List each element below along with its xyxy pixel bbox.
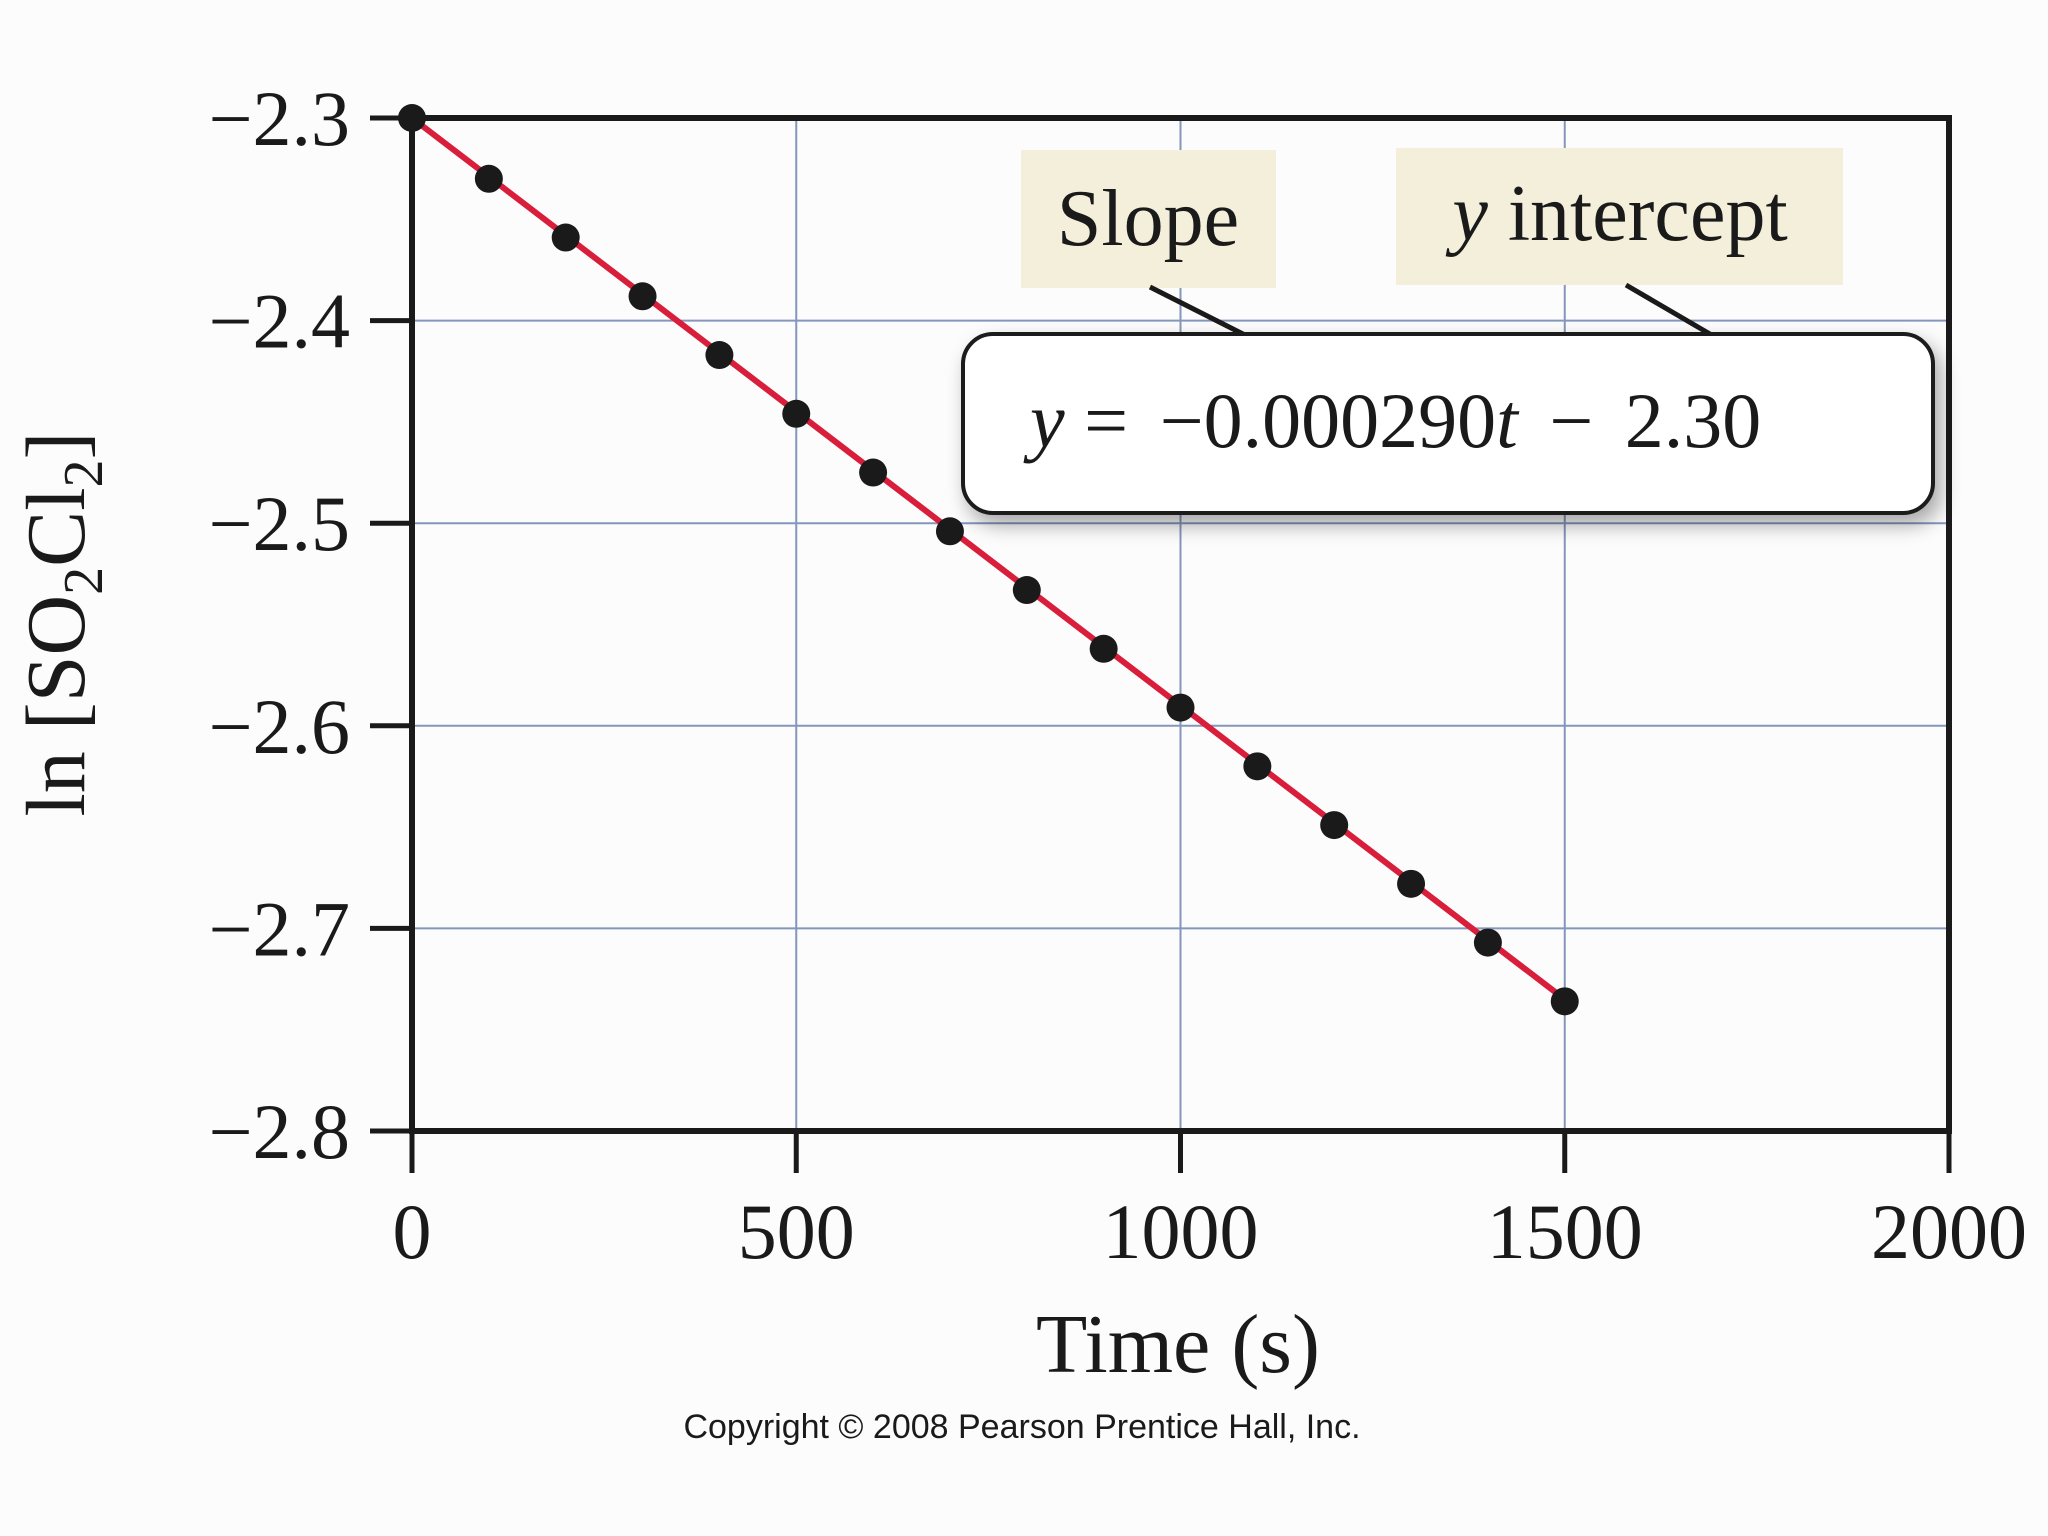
y-tick-labels: −2.3 −2.4 −2.5 −2.6 −2.7 −2.8 (209, 75, 351, 1175)
equation-box-bg (961, 332, 1935, 515)
data-point (705, 341, 734, 370)
data-point (935, 517, 964, 546)
x-tick-label: 1000 (1103, 1188, 1259, 1275)
copyright-text: Copyright © 2008 Pearson Prentice Hall, … (683, 1408, 1360, 1446)
y-tick-label: −2.3 (209, 75, 351, 162)
x-tick-label: 1500 (1487, 1188, 1643, 1275)
x-tick-label: 0 (393, 1188, 432, 1275)
data-point (1166, 693, 1195, 722)
data-point (1089, 634, 1118, 663)
x-tick-label: 500 (738, 1188, 855, 1275)
data-point (1473, 928, 1502, 957)
y-tick-label: −2.7 (209, 885, 351, 972)
intercept-label: y intercept (1445, 170, 1787, 258)
x-tick-labels: 0 500 1000 1500 2000 (393, 1188, 2028, 1275)
data-point (474, 164, 503, 193)
data-point (628, 282, 657, 311)
data-point (859, 458, 888, 487)
data-point (1397, 869, 1426, 898)
x-tick-label: 2000 (1871, 1188, 2027, 1275)
intercept-label-box (1396, 148, 1843, 285)
equation-text: y = −0.000290t − 2.30 (1023, 377, 1761, 464)
equation-box (961, 332, 1935, 515)
y-tick-label: −2.8 (209, 1088, 351, 1175)
data-point (782, 399, 811, 428)
data-point (1243, 752, 1272, 781)
axis-ticks (370, 115, 1952, 1173)
slope-label-box (1021, 150, 1276, 288)
data-point (1320, 811, 1349, 840)
slope-label: Slope (1057, 175, 1239, 263)
x-axis-label: Time (s) (1036, 1298, 1320, 1391)
intercept-annotation: y intercept (1396, 148, 1843, 375)
data-point (551, 223, 580, 252)
fit-line (410, 115, 1567, 1002)
slope-annotation: Slope (1021, 150, 1320, 375)
fit-line-layer (410, 115, 1567, 1002)
y-axis-label: ln [SO2Cl2] (10, 431, 115, 816)
data-point (1550, 987, 1579, 1016)
data-points (398, 104, 1579, 1016)
data-point (1012, 576, 1041, 605)
y-tick-label: −2.5 (209, 480, 351, 567)
y-tick-label: −2.6 (209, 683, 351, 770)
y-tick-label: −2.4 (209, 278, 351, 365)
